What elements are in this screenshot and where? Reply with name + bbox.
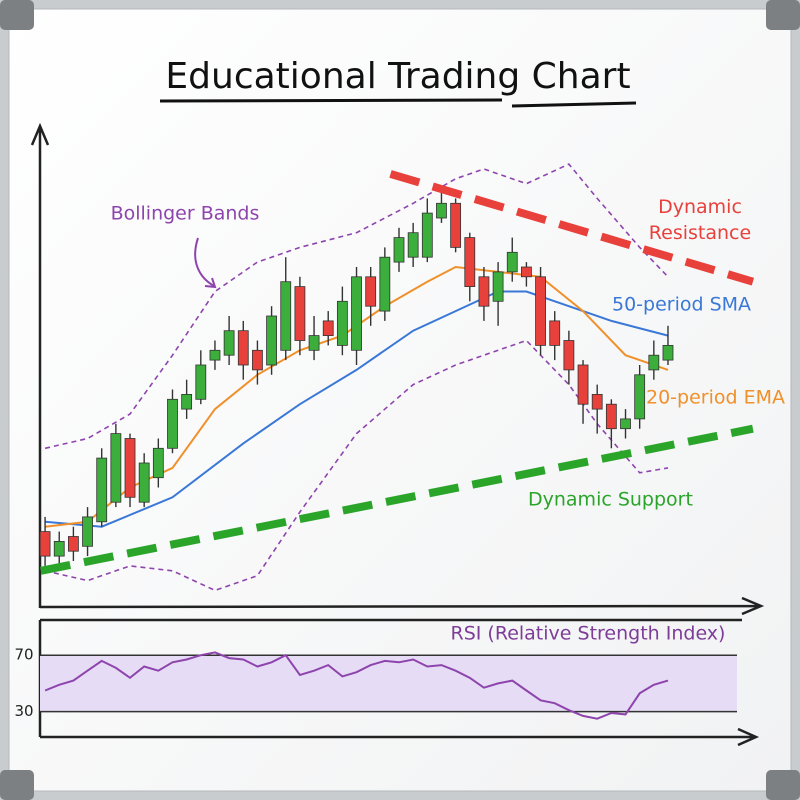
candle-body — [436, 202, 447, 219]
candle-body — [280, 281, 292, 351]
annotation-arrow — [194, 237, 217, 289]
candle-body — [152, 447, 164, 479]
candle-body — [294, 286, 306, 341]
candle-body — [266, 315, 277, 366]
trendline-label: Dynamic Support — [528, 489, 693, 511]
candle-body — [563, 340, 575, 371]
candle-body — [39, 531, 51, 557]
trendline-label-box: Dynamic Resistance — [648, 196, 752, 244]
candle-body — [67, 536, 79, 552]
candle-body — [167, 398, 178, 449]
candle-body — [577, 364, 589, 405]
candle-body — [464, 237, 476, 288]
candle-body — [421, 212, 433, 258]
panel-title: RSI (Relative Strength Index) — [451, 623, 726, 645]
corner — [766, 0, 800, 30]
candle-body — [195, 364, 207, 400]
corner — [0, 0, 34, 30]
indicator-line — [44, 265, 669, 528]
trendline — [40, 424, 754, 575]
candle-body — [662, 344, 674, 361]
corner — [766, 770, 800, 800]
series-label: 50-period SMA — [612, 294, 751, 316]
title-underline — [159, 98, 637, 108]
rsi-band — [40, 655, 737, 712]
candle-body — [209, 349, 221, 361]
candle-body — [181, 393, 193, 410]
candle-body — [535, 276, 546, 346]
candle-body — [223, 330, 235, 356]
chart-title: Educational Trading Chart — [165, 56, 630, 97]
candle-body — [521, 266, 532, 278]
candle-body — [549, 320, 561, 346]
x-axis — [39, 596, 765, 616]
y-tick-label: 70 — [14, 646, 33, 664]
candle-body — [336, 300, 348, 346]
candle-body — [138, 462, 150, 503]
corner — [0, 770, 34, 800]
band-label: Bollinger Bands — [111, 203, 260, 225]
candle-body — [620, 418, 631, 430]
candle-body — [648, 354, 660, 371]
candle-body — [96, 457, 108, 523]
candle-body — [379, 256, 391, 312]
candle-body — [351, 276, 362, 351]
candle-body — [322, 320, 334, 336]
candle-body — [591, 393, 603, 410]
trendline-label: Dynamic Resistance — [648, 196, 752, 244]
trendline — [389, 170, 755, 286]
series-label: 20-period EMA — [646, 387, 785, 409]
candle-body — [393, 237, 405, 263]
candle-body — [124, 438, 136, 498]
candle-body — [308, 335, 320, 351]
candle-body — [53, 541, 65, 557]
candle-body — [506, 251, 518, 273]
candle-body — [407, 232, 419, 258]
bollinger-upper — [44, 163, 669, 450]
indicator-line — [45, 290, 669, 528]
candle-body — [605, 403, 617, 430]
y-tick-label: 30 — [14, 702, 33, 720]
candle-body — [450, 202, 462, 248]
candle-body — [237, 330, 249, 366]
candle-body — [110, 433, 122, 503]
y-axis — [30, 122, 50, 608]
candle-body — [252, 349, 263, 371]
candle-body — [478, 276, 490, 307]
candle-body — [634, 374, 646, 420]
candle-body — [492, 271, 504, 302]
candle-body — [82, 516, 93, 547]
rsi-line — [44, 651, 669, 720]
candle-body — [365, 276, 377, 307]
